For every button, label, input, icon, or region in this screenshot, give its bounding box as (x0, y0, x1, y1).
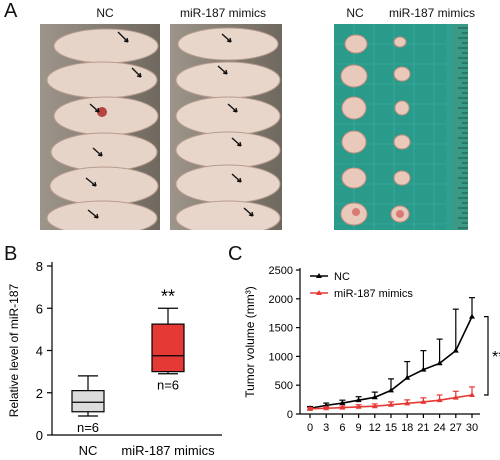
significance-marker: ** (161, 286, 175, 306)
y-tick-label: 500 (275, 380, 293, 392)
data-point (452, 347, 459, 353)
x-tick-label: 9 (356, 422, 362, 434)
box-mimics (151, 323, 185, 373)
data-point (420, 366, 427, 372)
significance-marker: ** (492, 349, 500, 366)
significance-bracket (484, 316, 489, 396)
legend-label: miR-187 mimics (334, 288, 413, 300)
y-axis-title: Relative level of miR-187 (7, 283, 21, 417)
series-nc (307, 297, 475, 411)
x-tick-label: 12 (369, 422, 381, 434)
ruler-photo (446, 24, 468, 230)
box-nc (71, 390, 105, 413)
x-tick-label: 15 (385, 422, 397, 434)
y-tick-label: 1000 (269, 351, 293, 363)
x-tick-label: 24 (433, 422, 445, 434)
panel-a-nc-header: NC (96, 6, 114, 20)
data-point (436, 360, 443, 366)
legend-swatch-marker (316, 273, 322, 278)
y-tick-label: 1500 (269, 323, 293, 335)
x-category-label: NC (79, 443, 98, 458)
data-point (469, 313, 475, 319)
data-point (452, 394, 459, 400)
nc-mice-photo (40, 24, 160, 230)
data-point (323, 405, 330, 411)
panel-b-label: B (4, 243, 18, 265)
y-tick-label: 0 (287, 409, 293, 421)
data-point (404, 374, 411, 380)
mimics-mice-photo (170, 24, 282, 230)
x-category-label: miR-187 mimics (121, 443, 215, 458)
excised-tumors-photo (334, 24, 446, 230)
data-point (371, 394, 378, 400)
x-tick-label: 30 (466, 422, 478, 434)
n-label: n=6 (157, 378, 179, 393)
y-tick-label: 0 (36, 428, 43, 443)
x-tick-label: 6 (339, 422, 345, 434)
panel-a-right-nc-header: NC (346, 6, 364, 20)
panel-a-label: A (4, 0, 18, 22)
data-point (339, 404, 346, 410)
y-tick-label: 6 (36, 301, 43, 316)
box-plot-chart: 0 2 4 6 8 Relative level of miR-187 n=6 NC n=6 mi… (7, 259, 222, 458)
data-point (307, 405, 313, 411)
data-point (323, 402, 330, 408)
y-tick-label: 4 (36, 344, 43, 359)
legend-swatch-marker (316, 290, 322, 295)
y-tick-label: 2500 (269, 265, 293, 277)
x-tick-label: 27 (450, 422, 462, 434)
legend-label: NC (334, 271, 350, 283)
data-point (355, 397, 362, 403)
data-point (339, 400, 346, 406)
data-point (371, 403, 378, 409)
data-point (404, 400, 411, 406)
series-mimics (307, 386, 475, 411)
n-label: n=6 (77, 420, 99, 435)
y-tick-label: 8 (36, 259, 43, 274)
panel-c-label: C (228, 243, 243, 265)
data-point (388, 401, 394, 407)
data-point (388, 387, 394, 393)
data-point (469, 391, 475, 397)
x-tick-label: 0 (307, 422, 313, 434)
data-point (436, 397, 443, 403)
panel-a-mimics-header: miR-187 mimics (179, 6, 266, 20)
x-tick-label: 3 (323, 422, 329, 434)
series-line (309, 316, 473, 410)
y-tick-label: 2000 (269, 294, 293, 306)
panel-a-right-mimics-header: miR-187 mimics (388, 6, 475, 20)
data-point (355, 403, 362, 409)
y-axis-title: Tumor volume (mm³) (243, 286, 257, 398)
x-tick-label: 21 (417, 422, 429, 434)
x-tick-label: 18 (401, 422, 413, 434)
data-point (420, 398, 427, 404)
y-tick-label: 2 (36, 386, 43, 401)
